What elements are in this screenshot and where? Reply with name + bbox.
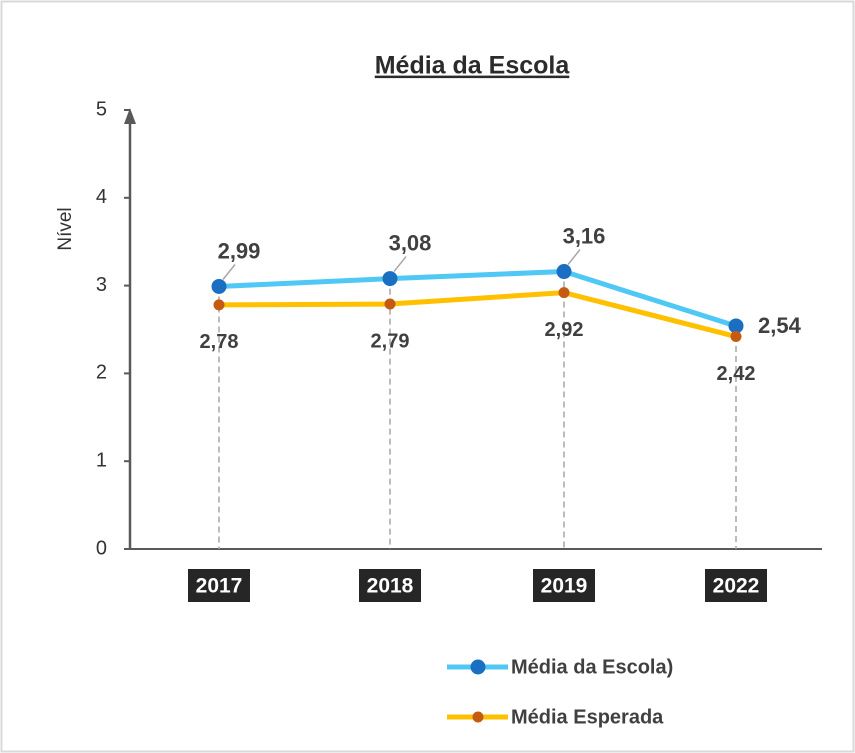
legend-label: Média da Escola) bbox=[511, 656, 673, 678]
data-label: 2,92 bbox=[545, 319, 584, 341]
series-line bbox=[218, 269, 737, 329]
y-tick-label: 4 bbox=[96, 186, 107, 208]
point bbox=[730, 331, 742, 343]
y-tick-label: 1 bbox=[96, 449, 107, 471]
data-label: 2,99 bbox=[218, 238, 261, 263]
leader-line bbox=[393, 256, 407, 273]
series-line bbox=[218, 290, 737, 339]
y-axis-label: Nível bbox=[55, 207, 76, 250]
point bbox=[211, 278, 227, 294]
x-tick-label: 2018 bbox=[367, 575, 414, 598]
point bbox=[382, 271, 398, 287]
chart-title: Média da Escola bbox=[375, 52, 571, 80]
point bbox=[728, 318, 744, 334]
point bbox=[384, 298, 396, 310]
y-tick-label: 3 bbox=[96, 274, 107, 296]
y-tick-label: 2 bbox=[96, 362, 107, 384]
legend-label: Média Esperada bbox=[511, 706, 664, 728]
y-tick-label: 0 bbox=[96, 537, 107, 559]
data-label: 3,08 bbox=[389, 230, 432, 255]
category-box bbox=[359, 569, 421, 602]
point bbox=[213, 299, 225, 311]
data-label: 3,16 bbox=[563, 223, 606, 248]
data-label: 2,79 bbox=[371, 330, 410, 352]
x-tick-label: 2022 bbox=[713, 575, 760, 598]
category-box bbox=[705, 569, 767, 602]
legend-marker bbox=[470, 659, 486, 675]
data-label: 2,78 bbox=[200, 331, 239, 353]
x-tick-label: 2017 bbox=[196, 575, 243, 598]
y-axis-arrow bbox=[124, 108, 136, 124]
point bbox=[556, 264, 572, 280]
data-label: 2,42 bbox=[717, 363, 756, 385]
leader-line bbox=[567, 249, 581, 266]
data-label: 2,54 bbox=[758, 313, 802, 338]
y-tick-label: 5 bbox=[96, 98, 107, 120]
leader-line bbox=[222, 264, 236, 280]
category-box bbox=[533, 569, 595, 602]
legend-marker bbox=[472, 711, 484, 723]
point bbox=[558, 287, 570, 299]
category-box bbox=[188, 569, 250, 602]
x-tick-label: 2019 bbox=[541, 575, 588, 598]
